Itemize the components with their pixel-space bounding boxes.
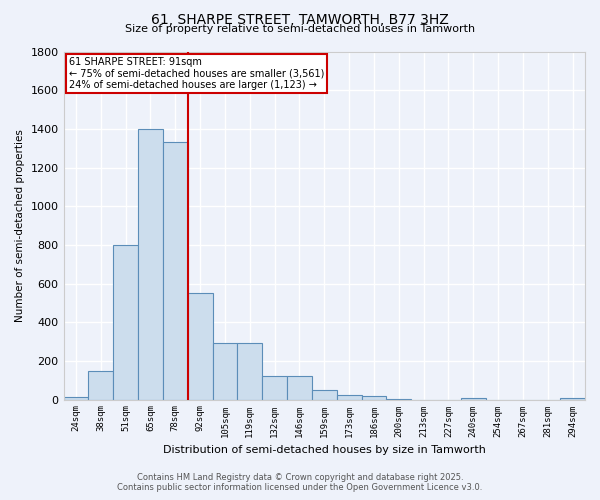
- Bar: [461, 398, 485, 400]
- Text: Size of property relative to semi-detached houses in Tamworth: Size of property relative to semi-detach…: [125, 24, 475, 34]
- Bar: [287, 376, 312, 400]
- Bar: [337, 394, 362, 400]
- Text: Contains HM Land Registry data © Crown copyright and database right 2025.
Contai: Contains HM Land Registry data © Crown c…: [118, 473, 482, 492]
- Text: 61, SHARPE STREET, TAMWORTH, B77 3HZ: 61, SHARPE STREET, TAMWORTH, B77 3HZ: [151, 12, 449, 26]
- Bar: [163, 142, 188, 400]
- Bar: [188, 293, 212, 400]
- Bar: [212, 342, 238, 400]
- Bar: [113, 245, 138, 400]
- Text: 61 SHARPE STREET: 91sqm
← 75% of semi-detached houses are smaller (3,561)
24% of: 61 SHARPE STREET: 91sqm ← 75% of semi-de…: [69, 56, 324, 90]
- Bar: [64, 396, 88, 400]
- Y-axis label: Number of semi-detached properties: Number of semi-detached properties: [15, 129, 25, 322]
- X-axis label: Distribution of semi-detached houses by size in Tamworth: Distribution of semi-detached houses by …: [163, 445, 486, 455]
- Bar: [88, 370, 113, 400]
- Bar: [138, 129, 163, 400]
- Bar: [560, 398, 585, 400]
- Bar: [238, 344, 262, 400]
- Bar: [362, 396, 386, 400]
- Bar: [262, 376, 287, 400]
- Bar: [386, 398, 411, 400]
- Bar: [312, 390, 337, 400]
